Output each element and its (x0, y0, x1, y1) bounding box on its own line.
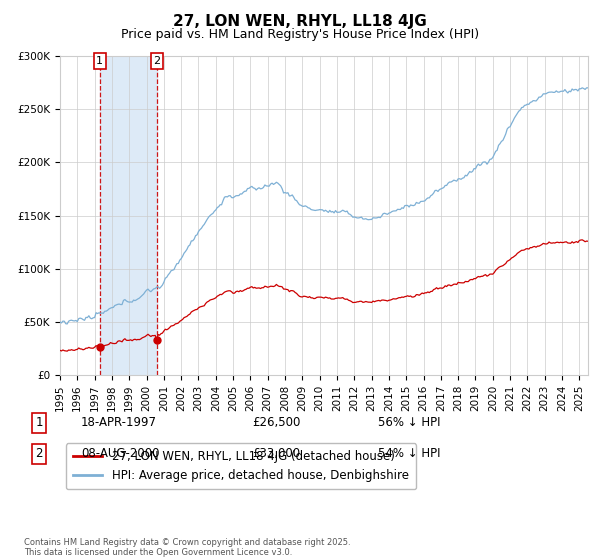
Text: 18-APR-1997: 18-APR-1997 (81, 416, 157, 430)
Text: £33,000: £33,000 (252, 447, 300, 460)
Text: 27, LON WEN, RHYL, LL18 4JG: 27, LON WEN, RHYL, LL18 4JG (173, 14, 427, 29)
Text: £26,500: £26,500 (252, 416, 301, 430)
Text: 08-AUG-2000: 08-AUG-2000 (81, 447, 160, 460)
Legend: 27, LON WEN, RHYL, LL18 4JG (detached house), HPI: Average price, detached house: 27, LON WEN, RHYL, LL18 4JG (detached ho… (66, 444, 416, 489)
Text: 1: 1 (35, 416, 43, 430)
Text: Contains HM Land Registry data © Crown copyright and database right 2025.
This d: Contains HM Land Registry data © Crown c… (24, 538, 350, 557)
Text: 2: 2 (154, 56, 161, 66)
Text: 56% ↓ HPI: 56% ↓ HPI (378, 416, 440, 430)
Text: 54% ↓ HPI: 54% ↓ HPI (378, 447, 440, 460)
Text: 2: 2 (35, 447, 43, 460)
Text: Price paid vs. HM Land Registry's House Price Index (HPI): Price paid vs. HM Land Registry's House … (121, 28, 479, 41)
Bar (100, 56, 157, 375)
Text: 1: 1 (97, 56, 103, 66)
